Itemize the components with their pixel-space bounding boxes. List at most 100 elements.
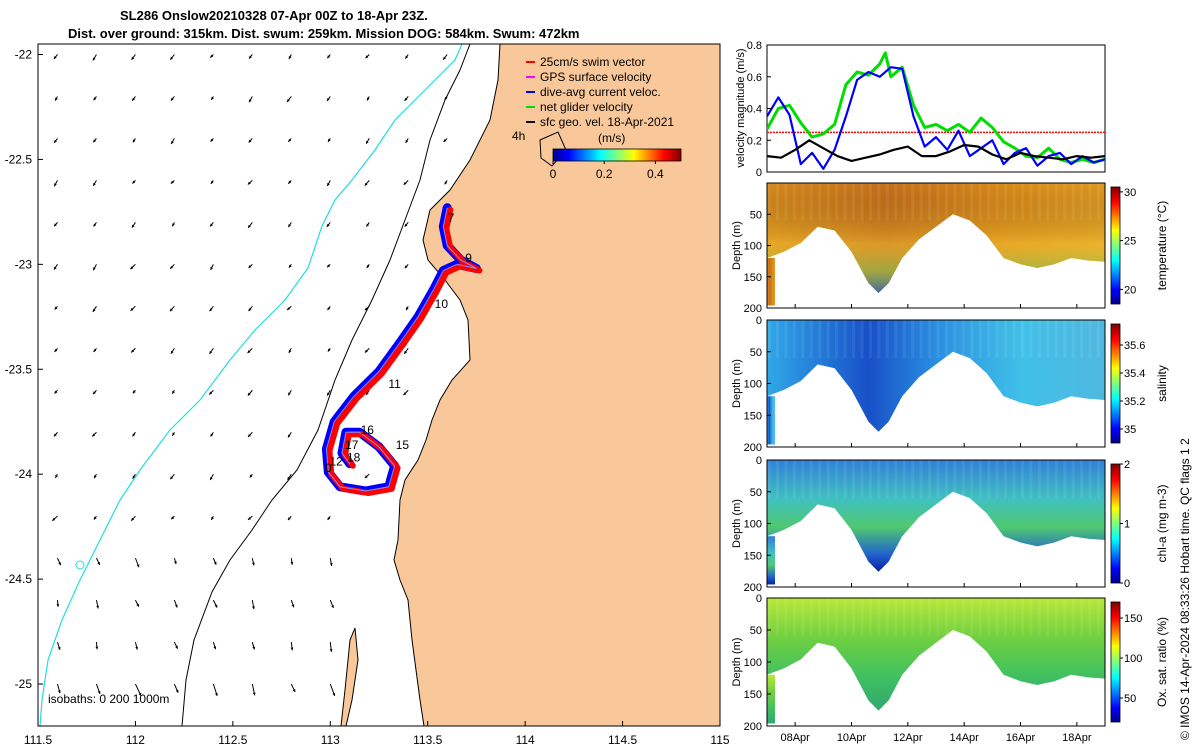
current-arrow-head bbox=[131, 224, 135, 228]
current-arrow-head bbox=[326, 223, 330, 227]
current-arrow-head bbox=[248, 517, 251, 520]
colorbar-tick-label: 0 bbox=[1124, 578, 1130, 590]
velocity-series-line bbox=[767, 66, 1105, 170]
section-y-tick-label: 50 bbox=[750, 625, 762, 637]
current-arrow-head bbox=[132, 97, 135, 101]
section-salinity: 0 50 100 150 200 Depth (m) 35.6 35.4 35.2 35 salin… bbox=[731, 315, 1169, 454]
legend-label: net glider velocity bbox=[540, 100, 633, 114]
section-chla: 0 50 100 150 200 Depth (m) 2 1 0 chl-a (mg m-3) bbox=[731, 455, 1169, 594]
section-y-tick-label: 100 bbox=[744, 657, 762, 669]
current-arrow-head bbox=[55, 474, 58, 478]
current-arrow-head bbox=[132, 390, 136, 394]
colorbar-tick-label: 1 bbox=[1124, 519, 1130, 531]
map-y-tick-label: -24 bbox=[15, 467, 33, 481]
section-ylabel: Depth (m) bbox=[731, 359, 743, 408]
section-depth-shading bbox=[767, 183, 1105, 293]
current-arrow-head bbox=[93, 182, 96, 186]
section-colorbar-label: chl-a (mg m-3) bbox=[1155, 484, 1169, 562]
current-arrow-head bbox=[364, 475, 368, 479]
section-y-tick-label: 200 bbox=[744, 582, 762, 594]
colorbar-tick-label: 25 bbox=[1124, 236, 1136, 248]
current-arrow-head bbox=[210, 477, 213, 481]
land-mass bbox=[393, 44, 720, 726]
current-arrow-head bbox=[92, 308, 96, 312]
current-arrow-head bbox=[404, 223, 408, 227]
current-arrow-head bbox=[130, 307, 134, 311]
current-arrow-head bbox=[443, 56, 446, 60]
current-arrow-head bbox=[366, 392, 369, 396]
current-arrow-head bbox=[94, 475, 97, 479]
current-arrow-head bbox=[93, 223, 97, 227]
current-arrow-head bbox=[213, 646, 217, 650]
section-y-tick-label: 0 bbox=[756, 455, 762, 467]
current-arrow-head bbox=[53, 433, 57, 437]
current-arrow-head bbox=[170, 56, 174, 60]
current-arrow-head bbox=[444, 181, 448, 185]
current-arrow-head bbox=[327, 517, 331, 521]
current-arrow-head bbox=[247, 181, 251, 185]
current-arrow-head bbox=[327, 392, 330, 396]
section-y-tick-label: 200 bbox=[744, 442, 762, 454]
current-arrow-head bbox=[93, 516, 97, 520]
section-y-tick-label: 100 bbox=[744, 379, 762, 391]
map-y-tick-label: -22.5 bbox=[5, 152, 33, 166]
map-y-tick-label: -25 bbox=[15, 677, 33, 691]
section-y-tick-label: 50 bbox=[750, 347, 762, 359]
current-arrow-head bbox=[57, 690, 61, 694]
velocity-y-tick-label: 0.8 bbox=[747, 40, 762, 52]
current-arrow-head bbox=[54, 306, 58, 310]
track-label: 11 bbox=[388, 377, 401, 391]
current-arrow-head bbox=[248, 139, 252, 143]
section-y-tick-label: 150 bbox=[744, 272, 762, 284]
isobath-200m bbox=[181, 44, 471, 726]
title-line-1: SL286 Onslow20210328 07-Apr 00Z to 18-Ap… bbox=[120, 8, 428, 23]
current-arrow-head bbox=[170, 476, 174, 480]
track-label: 18 bbox=[347, 450, 361, 464]
current-arrow-head bbox=[132, 180, 136, 184]
current-arrow-head bbox=[405, 55, 409, 59]
current-arrow-head bbox=[210, 138, 214, 142]
current-arrow-head bbox=[366, 265, 370, 269]
map-y-tick-label: -23 bbox=[15, 257, 33, 271]
colorbar-tick-label: 2 bbox=[1124, 459, 1130, 471]
current-arrow-head bbox=[54, 223, 57, 227]
map-x-tick-label: 113.5 bbox=[413, 733, 442, 747]
current-arrow-head bbox=[214, 604, 218, 608]
legend-label: dive-avg current veloc. bbox=[540, 85, 661, 99]
current-arrow-head bbox=[92, 433, 96, 437]
section-x-tick-label: 16Apr bbox=[1006, 732, 1036, 744]
track-label: 15 bbox=[396, 438, 410, 452]
colorbar-tick-label: 35.2 bbox=[1124, 396, 1145, 408]
legend-label: sfc geo. vel. 18-Apr-2021 bbox=[540, 115, 674, 129]
current-arrow-head bbox=[53, 55, 57, 59]
section-y-tick-label: 150 bbox=[744, 410, 762, 422]
colorbar-tick-label: 0 bbox=[550, 167, 557, 181]
current-arrow-head bbox=[131, 517, 135, 521]
current-arrow-head bbox=[56, 604, 60, 607]
velocity-y-axis: 0 0.2 0.4 0.6 0.8 bbox=[747, 40, 771, 179]
current-arrow-head bbox=[173, 561, 177, 565]
current-arrow-head bbox=[210, 54, 214, 58]
current-arrow-head bbox=[210, 266, 213, 270]
isobaths-label: isobaths: 0 200 1000m bbox=[48, 692, 169, 706]
track-label: 7 bbox=[448, 211, 455, 225]
current-arrow-head bbox=[327, 97, 330, 101]
current-arrow-head bbox=[211, 96, 214, 100]
current-arrow-head bbox=[209, 308, 213, 312]
section-x-tick-label: 18Apr bbox=[1062, 732, 1092, 744]
map-x-tick-label: 113 bbox=[321, 733, 340, 747]
current-arrow-head bbox=[404, 265, 408, 269]
velocity-frame bbox=[766, 44, 1106, 173]
map-x-tick-label: 114 bbox=[516, 733, 535, 747]
current-arrow-head bbox=[93, 267, 96, 271]
velocity-panel: 0 0.2 0.4 0.6 0.8 velocity magnitude (m/s) bbox=[735, 40, 1106, 179]
current-arrow-head bbox=[132, 475, 136, 479]
section-y-tick-label: 50 bbox=[750, 209, 762, 221]
current-arrow-head bbox=[211, 516, 214, 520]
isobath-1000m bbox=[39, 44, 463, 726]
section-field bbox=[767, 460, 1105, 572]
current-arrow-head bbox=[57, 646, 61, 650]
current-arrow-head bbox=[210, 180, 214, 184]
